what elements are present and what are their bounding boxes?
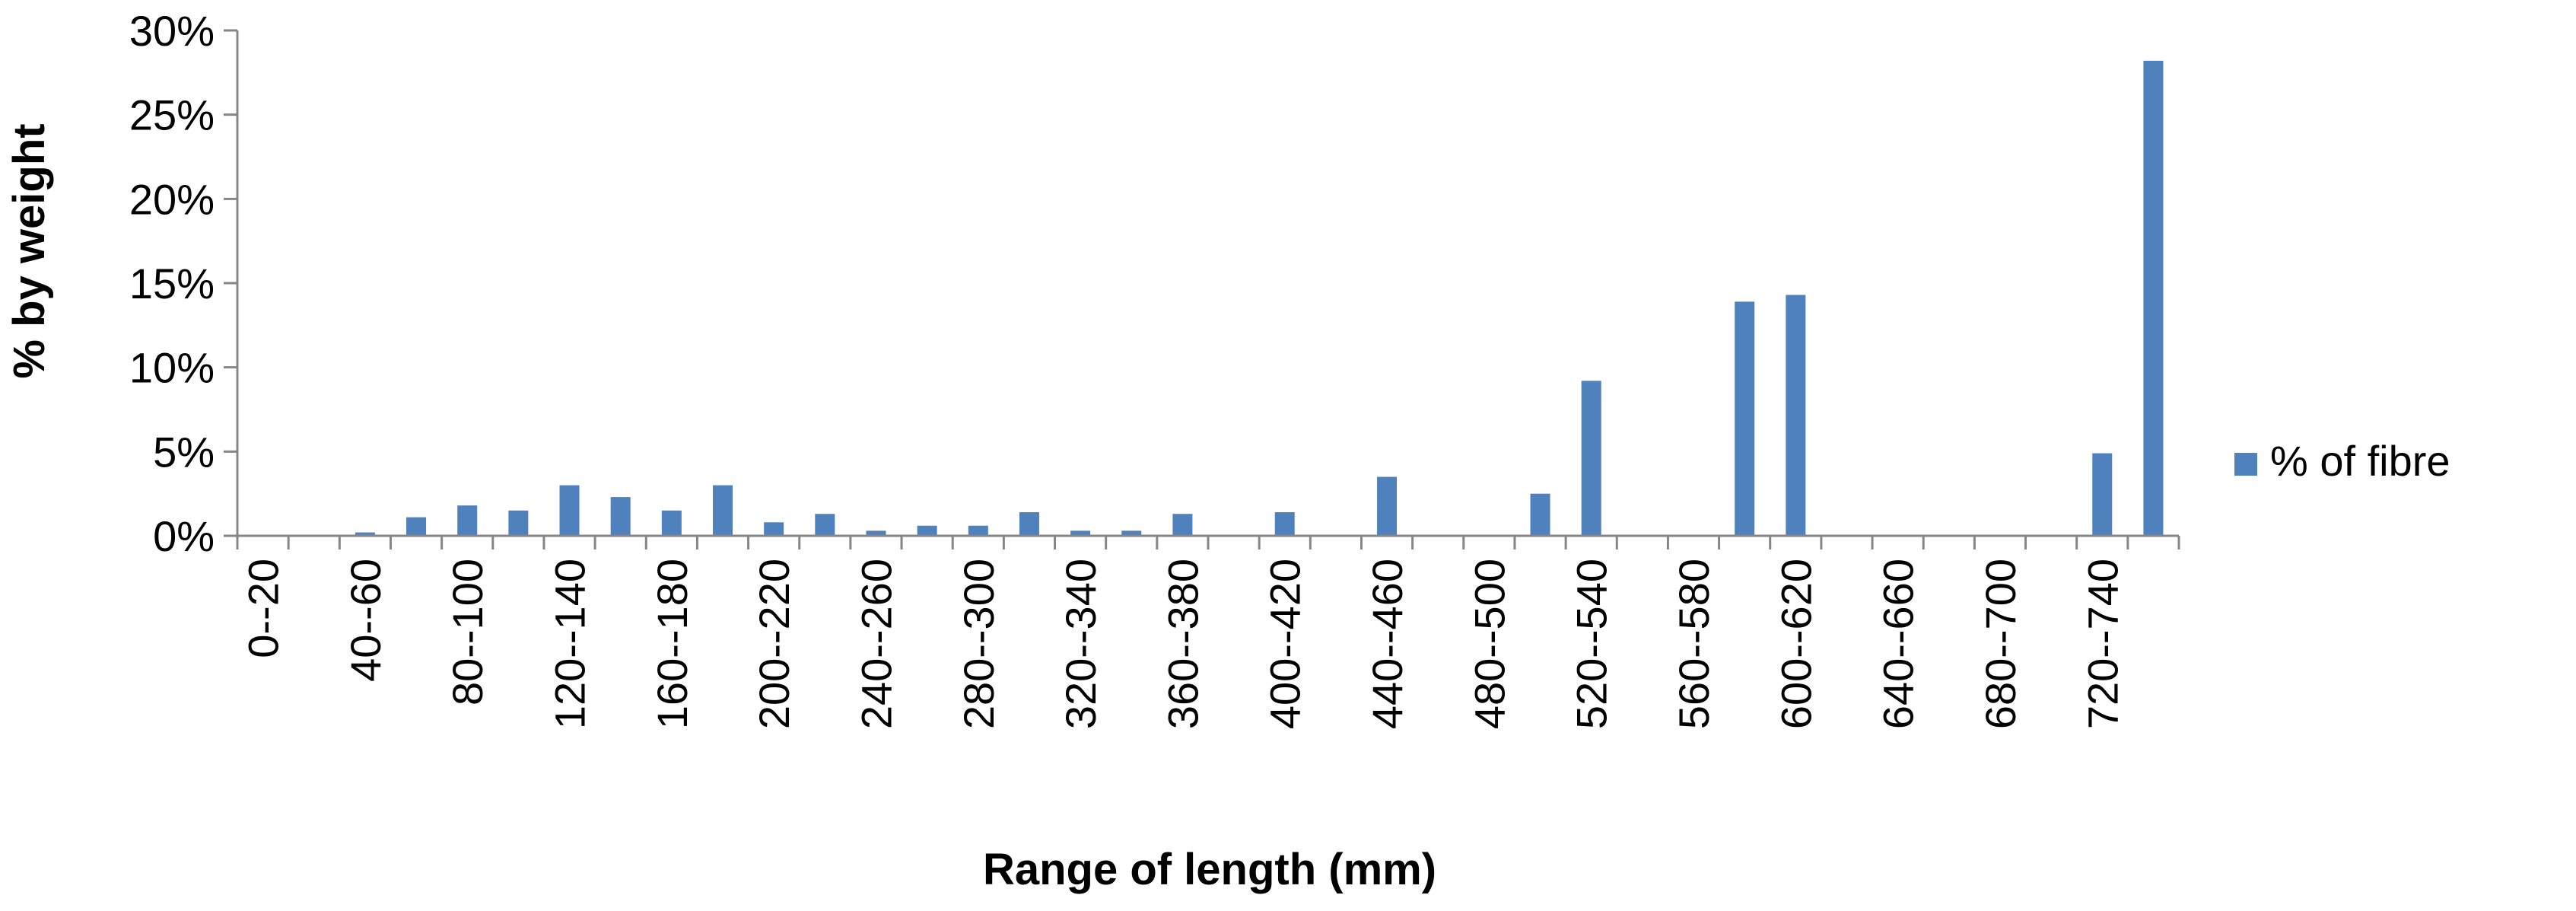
y-tick-label: 30%: [129, 7, 215, 55]
x-tick-label: 680--700: [1977, 559, 2024, 729]
x-tick-label: 280--300: [955, 559, 1003, 729]
y-axis-title: % by weight: [5, 123, 54, 378]
x-tick-label: 600--620: [1772, 559, 1820, 729]
y-tick-label: 0%: [153, 512, 215, 560]
bar: [661, 510, 682, 536]
x-tick-label: 720--740: [2078, 559, 2126, 729]
bar: [355, 532, 375, 536]
x-tick-label: 80--100: [444, 559, 491, 706]
bar: [815, 514, 835, 536]
y-tick-label: 15%: [129, 260, 215, 307]
y-axis-ticks: 0% 5% 10% 15% 20% 25% 30%: [129, 7, 237, 560]
x-tick-label: 200--220: [750, 559, 798, 729]
bar: [2143, 60, 2164, 537]
x-tick-label: 360--380: [1159, 559, 1207, 729]
bar: [1786, 295, 1806, 536]
x-tick-label: 0--20: [240, 559, 288, 658]
bar: [457, 505, 478, 536]
x-tick-label: 160--180: [648, 559, 696, 729]
bar: [1019, 512, 1039, 536]
x-tick-label: 560--580: [1670, 559, 1718, 729]
bar: [1121, 530, 1142, 536]
x-tick-label: 440--460: [1363, 559, 1411, 729]
axes: [236, 30, 2179, 537]
bar: [1735, 301, 1755, 536]
x-axis-title: Range of length (mm): [983, 845, 1436, 894]
x-axis-ticks: 0--20 40--60 80--100 120--140 160--180 200--2…: [236, 536, 2180, 729]
bar: [1377, 476, 1398, 536]
bar: [1070, 530, 1091, 536]
bars-group: [355, 60, 2164, 537]
x-tick-label: 400--420: [1261, 559, 1309, 729]
bar: [713, 485, 733, 536]
x-tick-label: 480--500: [1465, 559, 1513, 729]
x-tick-label: 320--340: [1057, 559, 1105, 729]
bar: [866, 530, 886, 536]
bar: [508, 510, 529, 536]
legend-label: % of fibre: [2270, 437, 2450, 485]
y-tick-label: 5%: [153, 428, 215, 476]
x-tick-label: 640--660: [1875, 559, 1922, 729]
x-tick-label: 40--60: [342, 559, 390, 682]
bar: [917, 525, 937, 536]
bar: [610, 497, 631, 536]
bar: [559, 485, 580, 536]
y-tick-label: 25%: [129, 91, 215, 139]
bar: [1172, 514, 1193, 536]
legend: % of fibre: [2234, 437, 2450, 485]
bar: [764, 522, 784, 536]
bar: [1581, 381, 1601, 536]
legend-swatch: [2234, 453, 2257, 476]
bar: [406, 517, 427, 536]
x-tick-label: 120--140: [546, 559, 594, 729]
bar: [968, 525, 988, 536]
bar: [2092, 453, 2113, 536]
x-tick-label: 520--540: [1568, 559, 1616, 729]
y-tick-label: 20%: [129, 175, 215, 223]
y-tick-label: 10%: [129, 344, 215, 392]
bar: [1530, 493, 1550, 536]
x-tick-label: 240--260: [852, 559, 900, 729]
bar: [1274, 512, 1295, 536]
